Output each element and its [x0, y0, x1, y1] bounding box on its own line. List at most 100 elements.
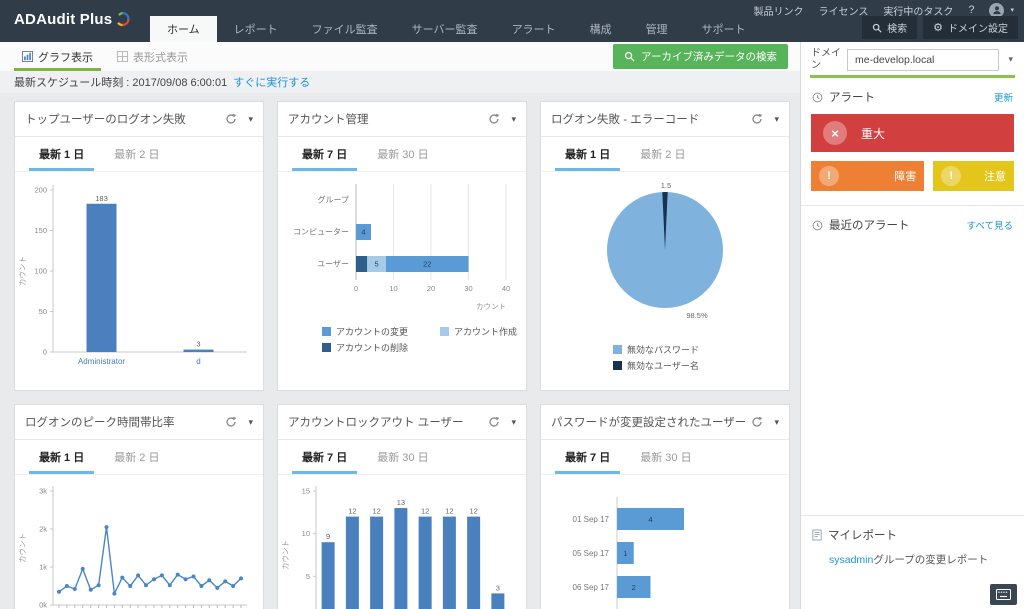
svg-text:150: 150 — [34, 226, 47, 235]
card-range-tab[interactable]: 最新 1 日 — [555, 137, 621, 171]
utility-link-2[interactable]: 実行中のタスク — [883, 6, 954, 18]
dashboard-grid: トップユーザーのログオン失敗 ▾ 最新 1 日最新 2 日 0 50 100 150 2… — [0, 93, 800, 609]
card-range-tab[interactable]: 最新 7 日 — [555, 440, 621, 474]
run-now-link[interactable]: すぐに実行する — [233, 77, 311, 89]
app-logo: ADAudit Plus — [14, 10, 133, 28]
card-range-tab[interactable]: 最新 7 日 — [292, 440, 358, 474]
chevron-down-icon[interactable]: ▾ — [774, 113, 779, 124]
card-range-tab[interactable]: 最新 1 日 — [29, 137, 95, 171]
user-avatar[interactable] — [989, 2, 1005, 18]
chevron-down-icon[interactable]: ▾ — [1010, 7, 1014, 14]
chevron-down-icon[interactable]: ▾ — [248, 416, 253, 427]
nav-tab-2[interactable]: ファイル監査 — [311, 24, 378, 36]
search-button[interactable]: 検索 — [862, 16, 918, 39]
chevron-down-icon[interactable]: ▾ — [511, 113, 516, 124]
report-document-icon — [812, 529, 822, 541]
card-header: ログオンのピーク時間帯比率 ▾ — [15, 405, 263, 440]
person-icon — [993, 6, 1001, 15]
refresh-icon[interactable] — [488, 416, 500, 428]
chevron-down-icon[interactable]: ▾ — [774, 416, 779, 427]
top-bar: ADAudit Plus 製品リンク ライセンス 実行中のタスク ? ▾ ホーム レポ… — [0, 0, 1024, 42]
domain-settings-label: ドメイン設定 — [948, 24, 1008, 35]
recent-alerts-header: 最近のアラート すべて見る — [801, 206, 1024, 239]
chevron-down-icon[interactable]: ▾ — [248, 113, 253, 124]
search-icon — [625, 51, 635, 62]
card-range-tab[interactable]: 最新 1 日 — [29, 440, 95, 474]
card-title: トップユーザーのログオン失敗 — [25, 114, 186, 126]
feedback-button[interactable] — [990, 584, 1017, 605]
alert-attention-box[interactable]: ! 注意 — [933, 161, 1014, 191]
card-range-tab[interactable]: 最新 2 日 — [114, 149, 160, 161]
alert-critical-banner[interactable]: × 重大 — [811, 114, 1014, 152]
card-range-tab[interactable]: 最新 30 日 — [377, 149, 429, 161]
refresh-icon[interactable] — [225, 416, 237, 428]
domain-select[interactable]: me-develop.local — [847, 48, 1000, 71]
view-all-link[interactable]: すべて見る — [966, 221, 1013, 232]
schedule-bar: 最新スケジュール時刻 : 2017/09/08 6:00:01 すぐに実行する — [0, 71, 800, 93]
refresh-icon[interactable] — [751, 113, 763, 125]
nav-tab-1[interactable]: レポート — [233, 24, 278, 36]
alert-severity-row: ! 障害 ! 注意 — [811, 161, 1014, 191]
alerts-section-header: アラート 更新 — [801, 78, 1024, 111]
svg-text:グループ: グループ — [317, 195, 349, 205]
svg-text:5: 5 — [306, 572, 310, 581]
domain-row: ドメイン me-develop.local ▾ — [801, 42, 1024, 71]
attention-label: 注意 — [984, 171, 1006, 183]
legend-item: 無効なパスワード — [613, 343, 789, 356]
card-title: アカウント管理 — [288, 114, 369, 126]
chevron-down-icon[interactable]: ▾ — [1008, 54, 1013, 64]
refresh-icon[interactable] — [751, 416, 763, 428]
view-tab-table[interactable]: 表形式表示 — [105, 42, 200, 71]
utility-link-1[interactable]: ライセンス — [818, 6, 869, 18]
card-range-tabs: 最新 1 日 最新 2 日 — [15, 440, 263, 475]
x-circle-icon: × — [823, 121, 847, 145]
svg-text:カウント: カウント — [281, 540, 290, 570]
svg-text:コンピューター: コンピューター — [293, 228, 349, 237]
card-range-tab[interactable]: 最新 2 日 — [640, 149, 686, 161]
chevron-down-icon[interactable]: ▾ — [511, 416, 516, 427]
recent-alerts-title: 最近のアラート — [829, 220, 910, 232]
search-button-label: 検索 — [887, 24, 908, 35]
card-header-actions: ▾ — [751, 416, 779, 428]
nav-tab-6[interactable]: 管理 — [645, 24, 668, 36]
view-tab-graph[interactable]: グラフ表示 — [10, 42, 105, 71]
legend-item: アカウントの変更 — [322, 325, 440, 338]
nav-tab-0[interactable]: ホーム — [150, 16, 217, 42]
svg-text:1: 1 — [623, 549, 627, 558]
help-button[interactable]: ? — [968, 4, 975, 16]
svg-text:30: 30 — [464, 284, 472, 293]
view-tab-graph-label: グラフ表示 — [38, 51, 93, 64]
chart: 0 50 100 150 200 カウント 183 Administrator 3 d — [15, 172, 263, 390]
my-report-link[interactable]: sysadminグループの変更レポート — [801, 549, 1024, 609]
utility-link-0[interactable]: 製品リンク — [753, 6, 804, 18]
card-range-tab[interactable]: 最新 2 日 — [114, 452, 160, 464]
nav-tab-3[interactable]: サーバー監査 — [411, 24, 478, 36]
info-icon: ! — [941, 166, 962, 186]
refresh-icon[interactable] — [488, 113, 500, 125]
svg-text:カウント: カウント — [18, 256, 27, 286]
domain-settings-button[interactable]: ⚙ ドメイン設定 — [923, 16, 1018, 39]
domain-label: ドメイン — [811, 48, 841, 71]
card-header: アカウント管理 ▾ — [278, 102, 526, 137]
svg-text:9: 9 — [326, 532, 330, 541]
refresh-icon[interactable] — [225, 113, 237, 125]
card-range-tab[interactable]: 最新 30 日 — [640, 452, 692, 464]
archive-search-label: アーカイブ済みデータの検索 — [641, 51, 777, 63]
alerts-refresh-link[interactable]: 更新 — [993, 93, 1013, 104]
chart-legend: 無効なパスワード 無効なユーザー名 — [613, 343, 789, 372]
card-title: ログオンのピーク時間帯比率 — [25, 417, 175, 429]
nav-tab-5[interactable]: 構成 — [589, 24, 612, 36]
nav-tab-4[interactable]: アラート — [511, 24, 556, 36]
svg-text:1.5: 1.5 — [661, 181, 671, 190]
card-range-tabs: 最新 1 日 最新 2 日 — [541, 137, 789, 172]
nav-tab-7[interactable]: サポート — [701, 24, 746, 36]
svg-text:4: 4 — [648, 515, 652, 524]
card-range-tab[interactable]: 最新 7 日 — [292, 137, 358, 171]
svg-text:12: 12 — [348, 507, 356, 516]
svg-text:100: 100 — [34, 267, 47, 276]
alert-trouble-box[interactable]: ! 障害 — [811, 161, 925, 191]
card-range-tab[interactable]: 最新 30 日 — [377, 452, 429, 464]
svg-text:22: 22 — [423, 260, 431, 269]
card-range-tabs: 最新 7 日 最新 30 日 — [278, 440, 526, 475]
archive-search-button[interactable]: アーカイブ済みデータの検索 — [613, 44, 788, 69]
